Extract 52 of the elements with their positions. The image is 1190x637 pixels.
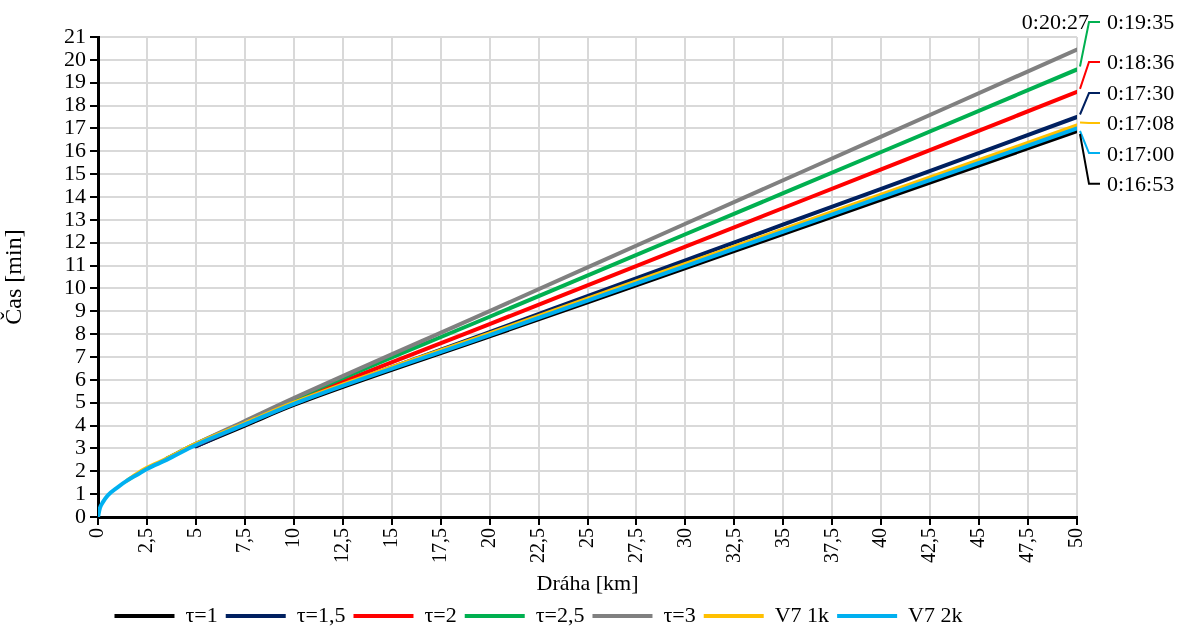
x-tick-label: 20 xyxy=(476,528,499,548)
x-tick-label: 30 xyxy=(672,528,695,548)
text: 0:17:30 xyxy=(1107,79,1175,106)
y-tick-label: 14 xyxy=(64,182,86,208)
x-tick-label: 25 xyxy=(574,528,597,548)
y-tick-label: 19 xyxy=(64,68,86,94)
text: 0:17:00 xyxy=(1107,140,1175,167)
x-tick-label: 17,5 xyxy=(427,528,450,563)
text: 0:19:35 xyxy=(1107,9,1175,35)
x-tick-label: 47,5 xyxy=(1015,528,1038,563)
y-tick-label: 6 xyxy=(75,365,86,391)
x-tick-label: 37,5 xyxy=(819,528,842,563)
x-tick-label: 0 xyxy=(85,528,108,538)
x-tick-label: 15 xyxy=(378,528,401,548)
x-axis-title: Dráha [km] xyxy=(536,569,639,595)
y-tick-label: 20 xyxy=(64,45,86,71)
y-tick-label: 17 xyxy=(64,114,86,140)
x-tick-label: 50 xyxy=(1064,528,1087,548)
legend-label: τ=2,5 xyxy=(535,601,585,627)
x-tick-label: 22,5 xyxy=(525,528,548,563)
text: 0:17:08 xyxy=(1107,110,1175,136)
legend-label: τ=1,5 xyxy=(296,601,346,627)
text: 0:20:27 xyxy=(1021,9,1089,35)
x-tick-label: 7,5 xyxy=(232,528,255,553)
y-tick-label: 4 xyxy=(75,411,86,437)
x-tick-label: 12,5 xyxy=(330,528,352,563)
x-tick-label: 5 xyxy=(183,528,206,538)
y-tick-label: 12 xyxy=(64,228,86,254)
legend-label: V7 2k xyxy=(908,601,963,627)
x-tick-label: 35 xyxy=(770,528,793,548)
y-axis-title: Čas [min] xyxy=(0,229,26,325)
y-tick-label: 5 xyxy=(75,388,86,414)
x-tick-label: 42,5 xyxy=(917,528,940,563)
y-tick-label: 11 xyxy=(64,251,86,277)
legend-label: V7 1k xyxy=(774,601,830,627)
legend-label: τ=3 xyxy=(663,601,696,627)
y-tick-label: 13 xyxy=(64,205,86,231)
legend-label: τ=1 xyxy=(185,601,218,627)
x-tick-label: 27,5 xyxy=(623,528,646,563)
y-tick-label: 10 xyxy=(64,274,86,300)
y-tick-label: 7 xyxy=(75,342,86,368)
y-tick-label: 3 xyxy=(75,434,86,460)
text: 0:18:36 xyxy=(1107,49,1175,75)
text: 0:16:53 xyxy=(1107,171,1175,197)
y-tick-label: 21 xyxy=(64,22,86,48)
y-tick-label: 18 xyxy=(64,91,86,117)
legend-label: τ=2 xyxy=(424,601,457,627)
x-tick-label: 40 xyxy=(868,528,891,548)
x-tick-label: 10 xyxy=(281,528,304,548)
x-tick-label: 32,5 xyxy=(721,528,744,563)
x-tick-label: 2,5 xyxy=(134,528,157,553)
x-tick-label: 45 xyxy=(966,528,989,548)
